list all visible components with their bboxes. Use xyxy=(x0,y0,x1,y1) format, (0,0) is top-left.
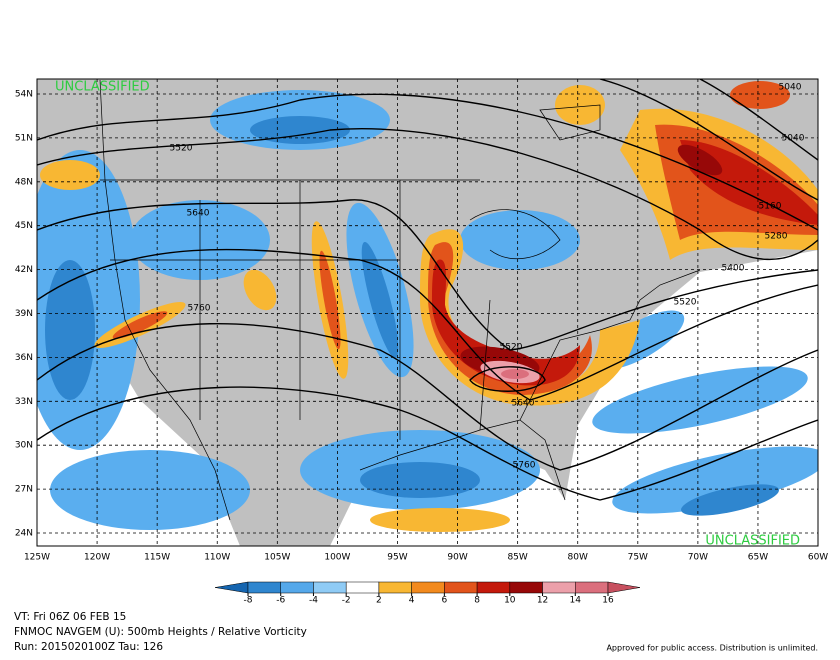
contour-label: 5640 xyxy=(187,209,210,219)
lon-label: 95W xyxy=(387,553,407,563)
colorbar-label: -4 xyxy=(309,596,318,606)
lon-label: 110W xyxy=(204,553,230,563)
colorbar-label: 14 xyxy=(570,596,582,606)
lon-label: 85W xyxy=(507,553,527,563)
contour-label: 5520 xyxy=(500,343,523,353)
lon-label: 125W xyxy=(24,553,50,563)
run: Run: 2015020100Z Tau: 126 xyxy=(14,641,163,653)
colorbar-box xyxy=(411,581,445,594)
lat-label: 36N xyxy=(15,353,33,363)
lat-label: 42N xyxy=(15,265,33,275)
lat-label: 48N xyxy=(15,177,33,187)
colorbar-box xyxy=(476,581,511,594)
contour-label: 5280 xyxy=(765,232,788,242)
classification: UNCLASSIFIED xyxy=(55,80,150,95)
lon-label: 90W xyxy=(447,553,467,563)
colorbar-label: 2 xyxy=(376,596,382,606)
contour-label: 5040 xyxy=(779,83,802,93)
lat-label: 45N xyxy=(15,221,33,231)
lon-label: 75W xyxy=(628,553,648,563)
valid-time: VT: Fri 06Z 06 FEB 15 xyxy=(14,611,126,623)
lat-label: 30N xyxy=(15,441,33,451)
lat-label: 54N xyxy=(15,90,33,100)
map-frame xyxy=(36,78,819,547)
colorbar-label: 4 xyxy=(409,596,415,606)
colorbar-box xyxy=(575,581,609,594)
lon-label: 70W xyxy=(688,553,708,563)
lat-label: 24N xyxy=(15,529,33,539)
contour-label: 5040 xyxy=(782,134,805,144)
release: Approved for public access. Distribution… xyxy=(606,644,818,653)
lat-label: 27N xyxy=(15,485,33,495)
colorbar-box xyxy=(313,581,347,594)
lon-label: 80W xyxy=(568,553,588,563)
contour-label: 5400 xyxy=(722,264,745,274)
contour-label: 5640 xyxy=(512,399,535,409)
classification: UNCLASSIFIED xyxy=(705,534,800,549)
contour-label: 5520 xyxy=(170,144,193,154)
colorbar-box xyxy=(247,581,281,594)
lon-label: 60W xyxy=(808,553,828,563)
colorbar-label: 6 xyxy=(441,596,447,606)
colorbar-label: 16 xyxy=(602,596,614,606)
lon-label: 120W xyxy=(84,553,110,563)
contour-label: 5520 xyxy=(674,298,697,308)
map-field xyxy=(37,79,818,546)
lat-label: 51N xyxy=(15,133,33,143)
colorbar-box xyxy=(345,581,380,594)
colorbar-box xyxy=(378,581,412,594)
lat-label: 33N xyxy=(15,397,33,407)
product: FNMOC NAVGEM (U): 500mb Heights / Relati… xyxy=(14,626,307,638)
colorbar-end xyxy=(214,581,249,594)
colorbar-box xyxy=(542,581,576,594)
colorbar-label: -2 xyxy=(342,596,351,606)
contour-label: 5760 xyxy=(188,304,211,314)
colorbar-box xyxy=(509,581,543,594)
colorbar-box xyxy=(444,581,478,594)
colorbar-label: 10 xyxy=(504,596,516,606)
lon-label: 105W xyxy=(264,553,290,563)
colorbar-label: -8 xyxy=(244,596,253,606)
colorbar-box xyxy=(280,581,314,594)
colorbar-label: 12 xyxy=(537,596,548,606)
colorbar-end xyxy=(607,581,641,594)
lon-label: 100W xyxy=(324,553,350,563)
lat-label: 39N xyxy=(15,309,33,319)
lon-label: 65W xyxy=(748,553,768,563)
contour-label: 5160 xyxy=(759,202,782,212)
colorbar-label: -6 xyxy=(276,596,285,606)
colorbar-label: 8 xyxy=(474,596,480,606)
lon-label: 115W xyxy=(144,553,170,563)
contour-label: 5760 xyxy=(513,461,536,471)
